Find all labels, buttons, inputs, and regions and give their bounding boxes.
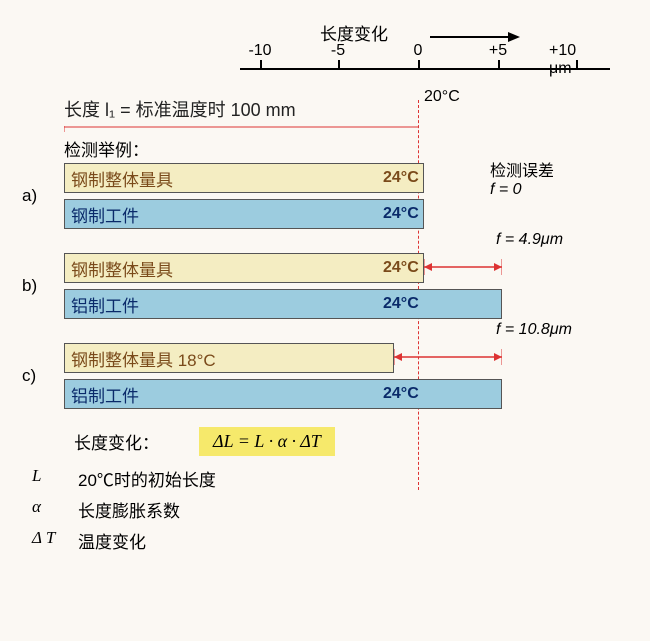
legend-row-L: L 20℃时的初始长度 xyxy=(32,466,630,491)
scale-tick-label: -10 xyxy=(248,42,271,60)
gauge-bar: 钢制整体量具 24°C xyxy=(64,253,424,283)
bar-text: 铝制工件 xyxy=(71,382,139,407)
bar-text: 钢制整体量具 xyxy=(71,256,173,281)
scale-header: 长度变化 -10-50+5+10 μm xyxy=(20,20,630,90)
bar-temperature: 24°C xyxy=(383,169,419,187)
case-group-a: a)检测误差f = 0钢制整体量具24°C钢制工件24°C xyxy=(20,163,630,229)
error-value: f = 4.9μm xyxy=(496,231,563,249)
legend-row-dT: Δ T 温度变化 xyxy=(32,528,630,553)
workpiece-bar: 铝制工件 24°C xyxy=(64,379,502,409)
gauge-bar: 钢制整体量具 24°C xyxy=(64,163,424,193)
bar-temperature: 24°C xyxy=(383,259,419,277)
bar-text: 钢制整体量具 18°C xyxy=(71,346,216,371)
dimension-arrow-icon xyxy=(394,345,502,369)
legend-symbol: L xyxy=(32,466,78,491)
legend: L 20℃时的初始长度 α 长度膨胀系数 Δ T 温度变化 xyxy=(32,466,630,553)
case-label: b) xyxy=(22,276,37,296)
error-annotation: 检测误差f = 0 xyxy=(490,157,554,199)
case-label: c) xyxy=(22,366,36,386)
reference-temperature: 20°C xyxy=(424,88,460,106)
bar-temperature: 24°C xyxy=(383,295,419,313)
formula-title: 长度变化： xyxy=(74,429,159,454)
thermal-expansion-diagram: 长度变化 -10-50+5+10 μm 20°C 长度 l₁ = 标准温度时 1… xyxy=(20,20,630,553)
scale-tick-label: -5 xyxy=(331,42,345,60)
dimension-arrow-icon xyxy=(424,255,502,279)
scale-axis xyxy=(240,68,610,70)
legend-symbol: Δ T xyxy=(32,528,78,553)
error-title: 检测误差 xyxy=(490,157,554,181)
case-group-b: b)f = 4.9μm钢制整体量具24°C铝制工件24°C xyxy=(20,253,630,319)
workpiece-bar: 铝制工件 24°C xyxy=(64,289,502,319)
legend-desc: 20℃时的初始长度 xyxy=(78,466,216,491)
length-rule-icon xyxy=(64,126,464,132)
formula-expression: ΔL = L · α · ΔT xyxy=(199,427,335,456)
error-value: f = 0 xyxy=(490,181,554,199)
bar-temperature: 24°C xyxy=(383,205,419,223)
legend-desc: 长度膨胀系数 xyxy=(78,497,180,522)
scale-tick-label: 0 xyxy=(414,42,423,60)
bar-text: 钢制整体量具 xyxy=(71,166,173,191)
length-l1-label: 长度 l₁ = 标准温度时 100 mm xyxy=(64,96,630,122)
scale-tick-label: +5 xyxy=(489,42,507,60)
formula-row: 长度变化： ΔL = L · α · ΔT xyxy=(74,427,630,456)
bar-text: 铝制工件 xyxy=(71,292,139,317)
bar-temperature: 24°C xyxy=(383,385,419,403)
error-value: f = 10.8μm xyxy=(496,321,572,339)
case-label: a) xyxy=(22,186,37,206)
workpiece-bar: 钢制工件 24°C xyxy=(64,199,424,229)
legend-symbol: α xyxy=(32,497,78,522)
legend-row-alpha: α 长度膨胀系数 xyxy=(32,497,630,522)
legend-desc: 温度变化 xyxy=(78,528,146,553)
scale-tick-label: +10 μm xyxy=(549,42,603,78)
gauge-bar: 钢制整体量具 18°C xyxy=(64,343,394,373)
case-group-c: c)f = 10.8μm钢制整体量具 18°C铝制工件24°C xyxy=(20,343,630,409)
bar-text: 钢制工件 xyxy=(71,202,139,227)
